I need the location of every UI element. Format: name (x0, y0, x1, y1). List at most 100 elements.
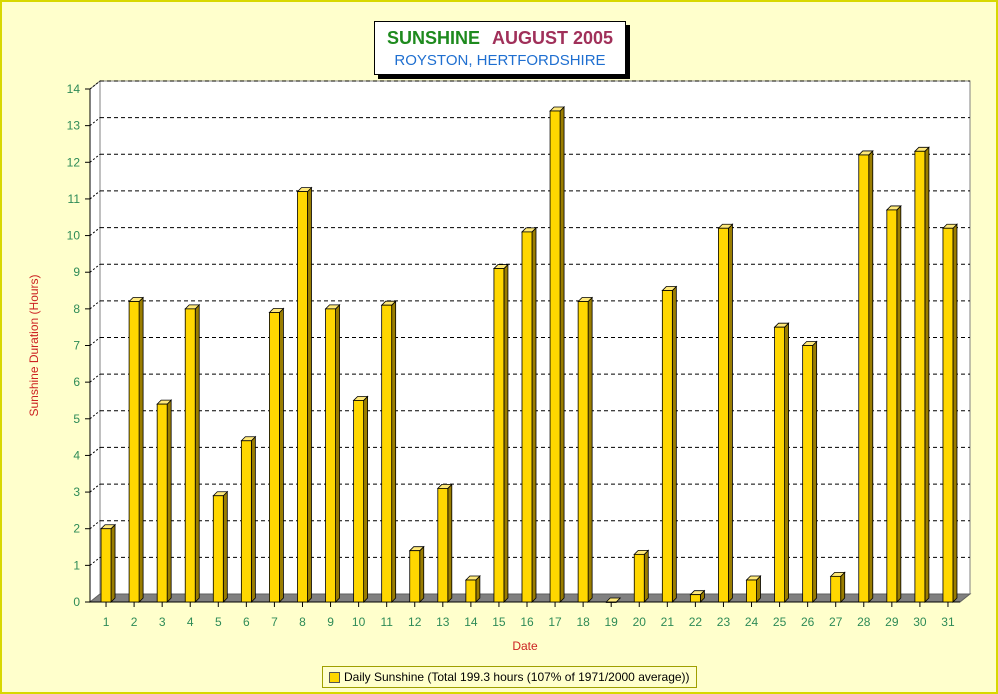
legend-label: Daily Sunshine (Total 199.3 hours (107% … (344, 670, 690, 684)
bar-side (503, 263, 509, 603)
x-tick-label: 29 (885, 615, 899, 629)
x-tick-label: 26 (801, 615, 815, 629)
bar-side (335, 303, 340, 603)
y-tick-label: 0 (73, 595, 80, 609)
x-tick-label: 30 (913, 615, 927, 629)
bar-side (924, 146, 930, 603)
bar-side (307, 186, 312, 603)
x-tick-label: 21 (661, 615, 675, 629)
y-tick-label: 1 (73, 558, 80, 572)
x-tick-label: 18 (576, 615, 590, 629)
chart-title: SUNSHINE AUGUST 2005 (375, 28, 625, 49)
bar-side (138, 296, 144, 603)
bar (297, 191, 308, 603)
x-tick-label: 10 (352, 615, 366, 629)
title-box: SUNSHINE AUGUST 2005 ROYSTON, HERTFORDSHI… (374, 21, 626, 75)
x-tick-label: 12 (408, 615, 422, 629)
x-tick-label: 17 (548, 615, 562, 629)
bar-side (671, 285, 677, 603)
x-tick-label: 22 (689, 615, 703, 629)
bar-side (559, 106, 565, 603)
bar-side (840, 571, 846, 603)
bar (942, 227, 954, 603)
bar-side (531, 226, 537, 603)
bar (184, 308, 196, 603)
bar-side (363, 395, 369, 603)
x-axis-title: Date (512, 639, 538, 653)
x-tick-label: 1 (103, 615, 110, 629)
x-tick-label: 27 (829, 615, 843, 629)
bar-side (279, 307, 284, 603)
legend: Daily Sunshine (Total 199.3 hours (107% … (322, 666, 697, 688)
bar (774, 326, 785, 603)
title-sunshine: SUNSHINE (386, 28, 480, 48)
x-tick-label: 6 (243, 615, 250, 629)
x-tick-label: 28 (857, 615, 871, 629)
bar (156, 403, 168, 603)
bar-side (587, 296, 593, 603)
bar (240, 440, 252, 603)
x-tick-label: 31 (941, 615, 955, 629)
chart-subtitle: ROYSTON, HERTFORDSHIRE (394, 52, 606, 69)
y-tick-label: 4 (73, 448, 80, 462)
y-axis-title: Sunshine Duration (Hours) (27, 274, 41, 416)
x-tick-label: 5 (215, 615, 222, 629)
legend-swatch (329, 672, 340, 684)
bar (914, 150, 926, 603)
bar-side (110, 523, 116, 603)
bar (493, 268, 505, 603)
bar (661, 290, 673, 603)
x-tick-label: 15 (492, 615, 506, 629)
plot-side-wall (89, 79, 101, 604)
y-tick-label: 13 (67, 119, 81, 133)
bar-side (419, 545, 425, 603)
y-tick-label: 12 (67, 155, 81, 169)
x-tick-label: 16 (520, 615, 534, 629)
bar (577, 301, 589, 603)
bar-side (868, 149, 874, 603)
bar-side (447, 483, 453, 603)
x-tick-label: 2 (131, 615, 138, 629)
x-tick-label: 3 (159, 615, 166, 629)
bar (633, 553, 645, 603)
bar (746, 579, 757, 603)
x-tick-label: 25 (773, 615, 787, 629)
x-tick-label: 9 (327, 615, 334, 629)
x-tick-label: 19 (605, 615, 619, 629)
y-tick-label: 5 (73, 412, 80, 426)
y-tick-label: 6 (73, 375, 80, 389)
title-month: AUGUST 2005 (491, 28, 614, 48)
y-tick-label: 3 (73, 485, 80, 499)
x-tick-label: 7 (271, 615, 278, 629)
x-tick-label: 13 (436, 615, 450, 629)
bar (549, 110, 561, 603)
x-tick-label: 8 (299, 615, 306, 629)
bar (409, 550, 421, 603)
bar-side (784, 322, 789, 603)
x-tick-label: 4 (187, 615, 194, 629)
bar-side (643, 549, 649, 603)
y-tick-label: 2 (73, 522, 80, 536)
x-tick-label: 14 (464, 615, 478, 629)
bar-side (222, 490, 228, 603)
x-tick-label: 24 (745, 615, 759, 629)
x-tick-label: 20 (633, 615, 647, 629)
x-tick-label: 11 (380, 615, 393, 629)
bar-side (728, 223, 733, 603)
y-tick-label: 14 (67, 82, 81, 96)
bar-side (166, 399, 172, 603)
bar (830, 575, 842, 603)
bar-side (391, 300, 397, 603)
x-tick-label: 23 (717, 615, 731, 629)
bar (353, 400, 365, 603)
bar (325, 308, 336, 603)
bar (465, 579, 477, 603)
bar-side (812, 340, 818, 603)
bar (212, 495, 224, 603)
bar (437, 488, 449, 603)
bar (802, 345, 814, 603)
bar (381, 304, 393, 603)
bar (718, 227, 729, 603)
